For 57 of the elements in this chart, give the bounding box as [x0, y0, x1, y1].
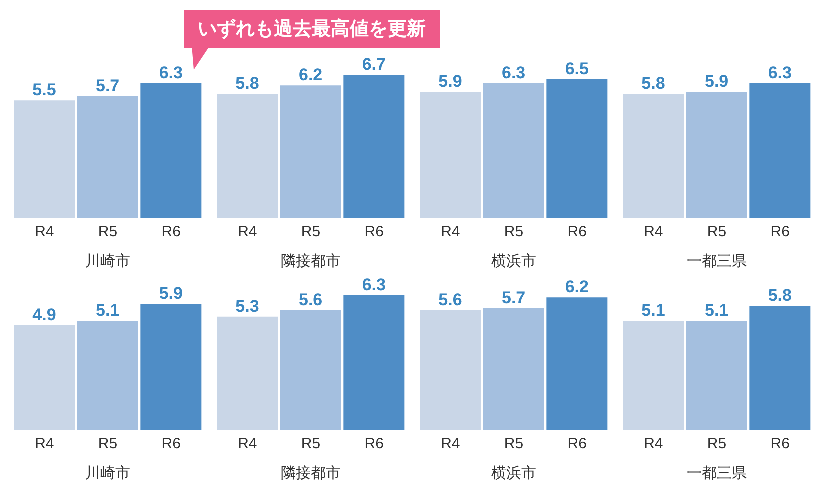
x-tick-label: R4 [644, 436, 664, 453]
x-tick-label: R6 [162, 436, 181, 453]
x-tick-label: R5 [98, 224, 118, 241]
data-label: 5.6 [299, 290, 323, 310]
x-tick-label: R5 [98, 436, 118, 453]
x-tick-label: R4 [238, 436, 258, 453]
data-label: 6.3 [768, 64, 792, 83]
data-label: 6.3 [362, 276, 386, 295]
data-label: 5.8 [236, 74, 260, 94]
data-label: 6.2 [299, 66, 323, 85]
data-label: 5.8 [642, 74, 666, 94]
x-tick-label: R6 [364, 436, 384, 453]
x-tick-label: R4 [35, 224, 54, 241]
data-label: 6.2 [565, 278, 589, 297]
data-label: 6.7 [362, 55, 386, 74]
data-label: 6.3 [159, 64, 183, 83]
x-tick-label: R5 [504, 436, 524, 453]
data-label: 5.1 [96, 301, 120, 320]
x-axis-title: 横浜市 [492, 465, 536, 482]
data-label: 4.9 [32, 305, 56, 324]
x-axis-title: 一都三県 [687, 465, 747, 482]
x-axis-title: 隣接都市 [281, 465, 341, 482]
x-tick-label: R5 [504, 224, 524, 241]
x-tick-label: R4 [644, 224, 664, 241]
data-label: 5.3 [236, 296, 260, 316]
x-tick-label: R4 [238, 224, 258, 241]
data-label: 5.1 [642, 301, 666, 320]
x-tick-label: R5 [707, 224, 727, 241]
x-tick-label: R4 [35, 436, 54, 453]
data-label: 5.7 [96, 76, 120, 96]
data-label: 5.8 [768, 286, 792, 306]
data-label: 6.3 [502, 64, 526, 83]
data-label: 5.5 [32, 80, 56, 100]
x-axis-title: 隣接都市 [281, 253, 341, 270]
data-label: 5.1 [705, 301, 729, 320]
x-tick-label: R5 [301, 224, 321, 241]
data-label: 5.9 [705, 72, 729, 92]
data-label: 5.7 [502, 288, 526, 308]
x-tick-label: R6 [568, 224, 587, 241]
x-tick-label: R4 [441, 224, 460, 241]
data-label: 5.6 [438, 290, 462, 310]
x-axis-title: 横浜市 [492, 253, 536, 270]
data-label: 6.5 [565, 59, 589, 78]
x-tick-label: R5 [707, 436, 727, 453]
x-tick-label: R6 [568, 436, 587, 453]
x-axis-title: 川崎市 [86, 253, 130, 270]
x-tick-label: R6 [162, 224, 181, 241]
x-axis-title: 一都三県 [687, 253, 747, 270]
x-tick-label: R6 [770, 436, 790, 453]
data-label: 5.9 [159, 284, 183, 304]
x-tick-label: R5 [301, 436, 321, 453]
x-tick-label: R4 [441, 436, 460, 453]
x-axis-title: 川崎市 [86, 465, 130, 482]
x-tick-label: R6 [770, 224, 790, 241]
x-tick-label: R6 [364, 224, 384, 241]
text: いずれも過去最高値を更新 [184, 10, 440, 48]
data-label: 5.9 [438, 72, 462, 92]
